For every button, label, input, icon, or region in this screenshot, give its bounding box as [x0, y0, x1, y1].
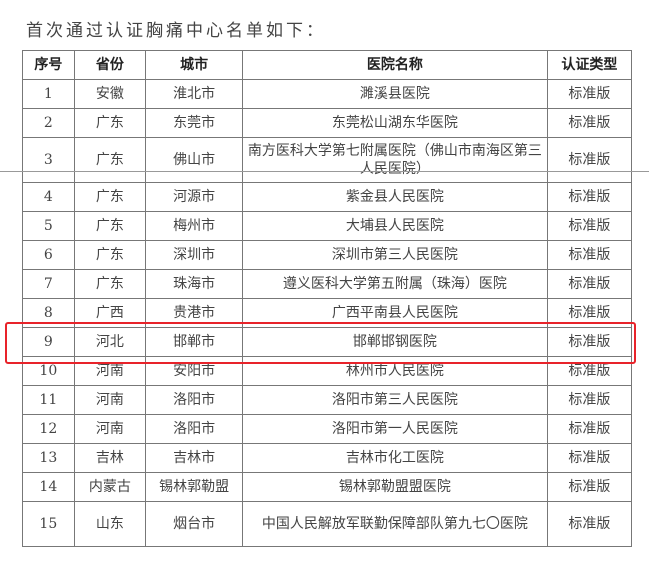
row-index: 13: [22, 443, 75, 473]
row-index: 15: [22, 501, 75, 547]
row-city: 河源市: [145, 182, 244, 212]
row-hospital: 锡林郭勒盟盟医院: [242, 472, 548, 502]
table-header-row: 序号 省份 城市 医院名称 认证类型: [22, 50, 633, 80]
row-city: 深圳市: [145, 240, 244, 270]
certified-chest-pain-centers-table: 序号 省份 城市 医院名称 认证类型 1 安徽 淮北市 濉溪县医院 标准版 2 广东 东莞市东…: [22, 50, 633, 547]
row-province: 河南: [73, 414, 147, 444]
row-city: 珠海市: [145, 269, 244, 299]
row-city: 锡林郭勒盟: [145, 472, 244, 502]
row-index: 9: [22, 327, 75, 357]
row-province: 广东: [73, 240, 147, 270]
row-cert-type: 标准版: [546, 269, 633, 299]
row-city: 洛阳市: [145, 385, 244, 415]
table-row: 10 河南 安阳市 林州市人民医院 标准版: [22, 356, 633, 386]
table-row: 7 广东 珠海市 遵义医科大学第五附属（珠海）医院 标准版: [22, 269, 633, 299]
table-row: 9 河北 邯郸市 邯郸邯钢医院 标准版: [22, 327, 633, 357]
row-cert-type: 标准版: [546, 211, 633, 241]
document-heading: 首次通过认证胸痛中心名单如下：: [26, 21, 326, 41]
header-hospital: 医院名称: [242, 50, 548, 80]
row-hospital: 林州市人民医院: [242, 356, 548, 386]
row-city: 烟台市: [145, 501, 244, 547]
row-hospital: 邯郸邯钢医院: [242, 327, 548, 357]
row-hospital: 濉溪县医院: [242, 79, 548, 109]
row-province: 广东: [73, 137, 147, 183]
row-city: 淮北市: [145, 79, 244, 109]
row-index: 7: [22, 269, 75, 299]
row-province: 吉林: [73, 443, 147, 473]
row-hospital: 东莞松山湖东华医院: [242, 108, 548, 138]
row-hospital: 紫金县人民医院: [242, 182, 548, 212]
row-index: 10: [22, 356, 75, 386]
row-province: 山东: [73, 501, 147, 547]
table-row: 2 广东 东莞市 东莞松山湖东华医院 标准版: [22, 108, 633, 138]
page-fold-line: [0, 171, 649, 172]
row-city: 东莞市: [145, 108, 244, 138]
row-province: 广东: [73, 108, 147, 138]
row-index: 14: [22, 472, 75, 502]
row-index: 5: [22, 211, 75, 241]
table-row: 6 广东 深圳市 深圳市第三人民医院 标准版: [22, 240, 633, 270]
row-city: 邯郸市: [145, 327, 244, 357]
row-hospital: 洛阳市第一人民医院: [242, 414, 548, 444]
row-cert-type: 标准版: [546, 385, 633, 415]
row-cert-type: 标准版: [546, 240, 633, 270]
row-city: 梅州市: [145, 211, 244, 241]
row-province: 广东: [73, 211, 147, 241]
header-index: 序号: [22, 50, 75, 80]
header-cert-type: 认证类型: [546, 50, 633, 80]
row-cert-type: 标准版: [546, 443, 633, 473]
row-cert-type: 标准版: [546, 501, 633, 547]
row-hospital: 大埔县人民医院: [242, 211, 548, 241]
row-city: 佛山市: [145, 137, 244, 183]
header-city: 城市: [145, 50, 244, 80]
row-cert-type: 标准版: [546, 414, 633, 444]
row-cert-type: 标准版: [546, 108, 633, 138]
table-row: 13 吉林 吉林市 吉林市化工医院 标准版: [22, 443, 633, 473]
table-row: 11 河南 洛阳市 洛阳市第三人民医院 标准版: [22, 385, 633, 415]
table-row: 1 安徽 淮北市 濉溪县医院 标准版: [22, 79, 633, 109]
row-province: 内蒙古: [73, 472, 147, 502]
row-province: 广东: [73, 269, 147, 299]
row-cert-type: 标准版: [546, 182, 633, 212]
row-index: 11: [22, 385, 75, 415]
row-province: 广东: [73, 182, 147, 212]
table-row: 15 山东 烟台市 中国人民解放军联勤保障部队第九七〇医院 标准版: [22, 501, 633, 547]
row-cert-type: 标准版: [546, 79, 633, 109]
table-row: 5 广东 梅州市 大埔县人民医院 标准版: [22, 211, 633, 241]
row-cert-type: 标准版: [546, 472, 633, 502]
row-index: 6: [22, 240, 75, 270]
table-row: 12 河南 洛阳市 洛阳市第一人民医院 标准版: [22, 414, 633, 444]
row-city: 洛阳市: [145, 414, 244, 444]
row-index: 4: [22, 182, 75, 212]
header-province: 省份: [73, 50, 147, 80]
highlight-box: [5, 322, 636, 364]
table-row: 3 广东 佛山市 南方医科大学第七附属医院（佛山市南海区第三人民医院） 标准版: [22, 137, 633, 183]
table-row: 14 内蒙古 锡林郭勒盟 锡林郭勒盟盟医院 标准版: [22, 472, 633, 502]
row-province: 安徽: [73, 79, 147, 109]
row-cert-type: 标准版: [546, 356, 633, 386]
row-province: 河北: [73, 327, 147, 357]
row-hospital: 中国人民解放军联勤保障部队第九七〇医院: [242, 501, 548, 547]
row-cert-type: 标准版: [546, 137, 633, 183]
row-hospital: 深圳市第三人民医院: [242, 240, 548, 270]
row-hospital: 遵义医科大学第五附属（珠海）医院: [242, 269, 548, 299]
table-row: 4 广东 河源市 紫金县人民医院 标准版: [22, 182, 633, 212]
row-index: 3: [22, 137, 75, 183]
row-index: 1: [22, 79, 75, 109]
row-hospital: 南方医科大学第七附属医院（佛山市南海区第三人民医院）: [242, 137, 548, 183]
row-index: 2: [22, 108, 75, 138]
row-hospital: 吉林市化工医院: [242, 443, 548, 473]
row-hospital: 洛阳市第三人民医院: [242, 385, 548, 415]
row-province: 河南: [73, 385, 147, 415]
row-city: 吉林市: [145, 443, 244, 473]
row-index: 12: [22, 414, 75, 444]
